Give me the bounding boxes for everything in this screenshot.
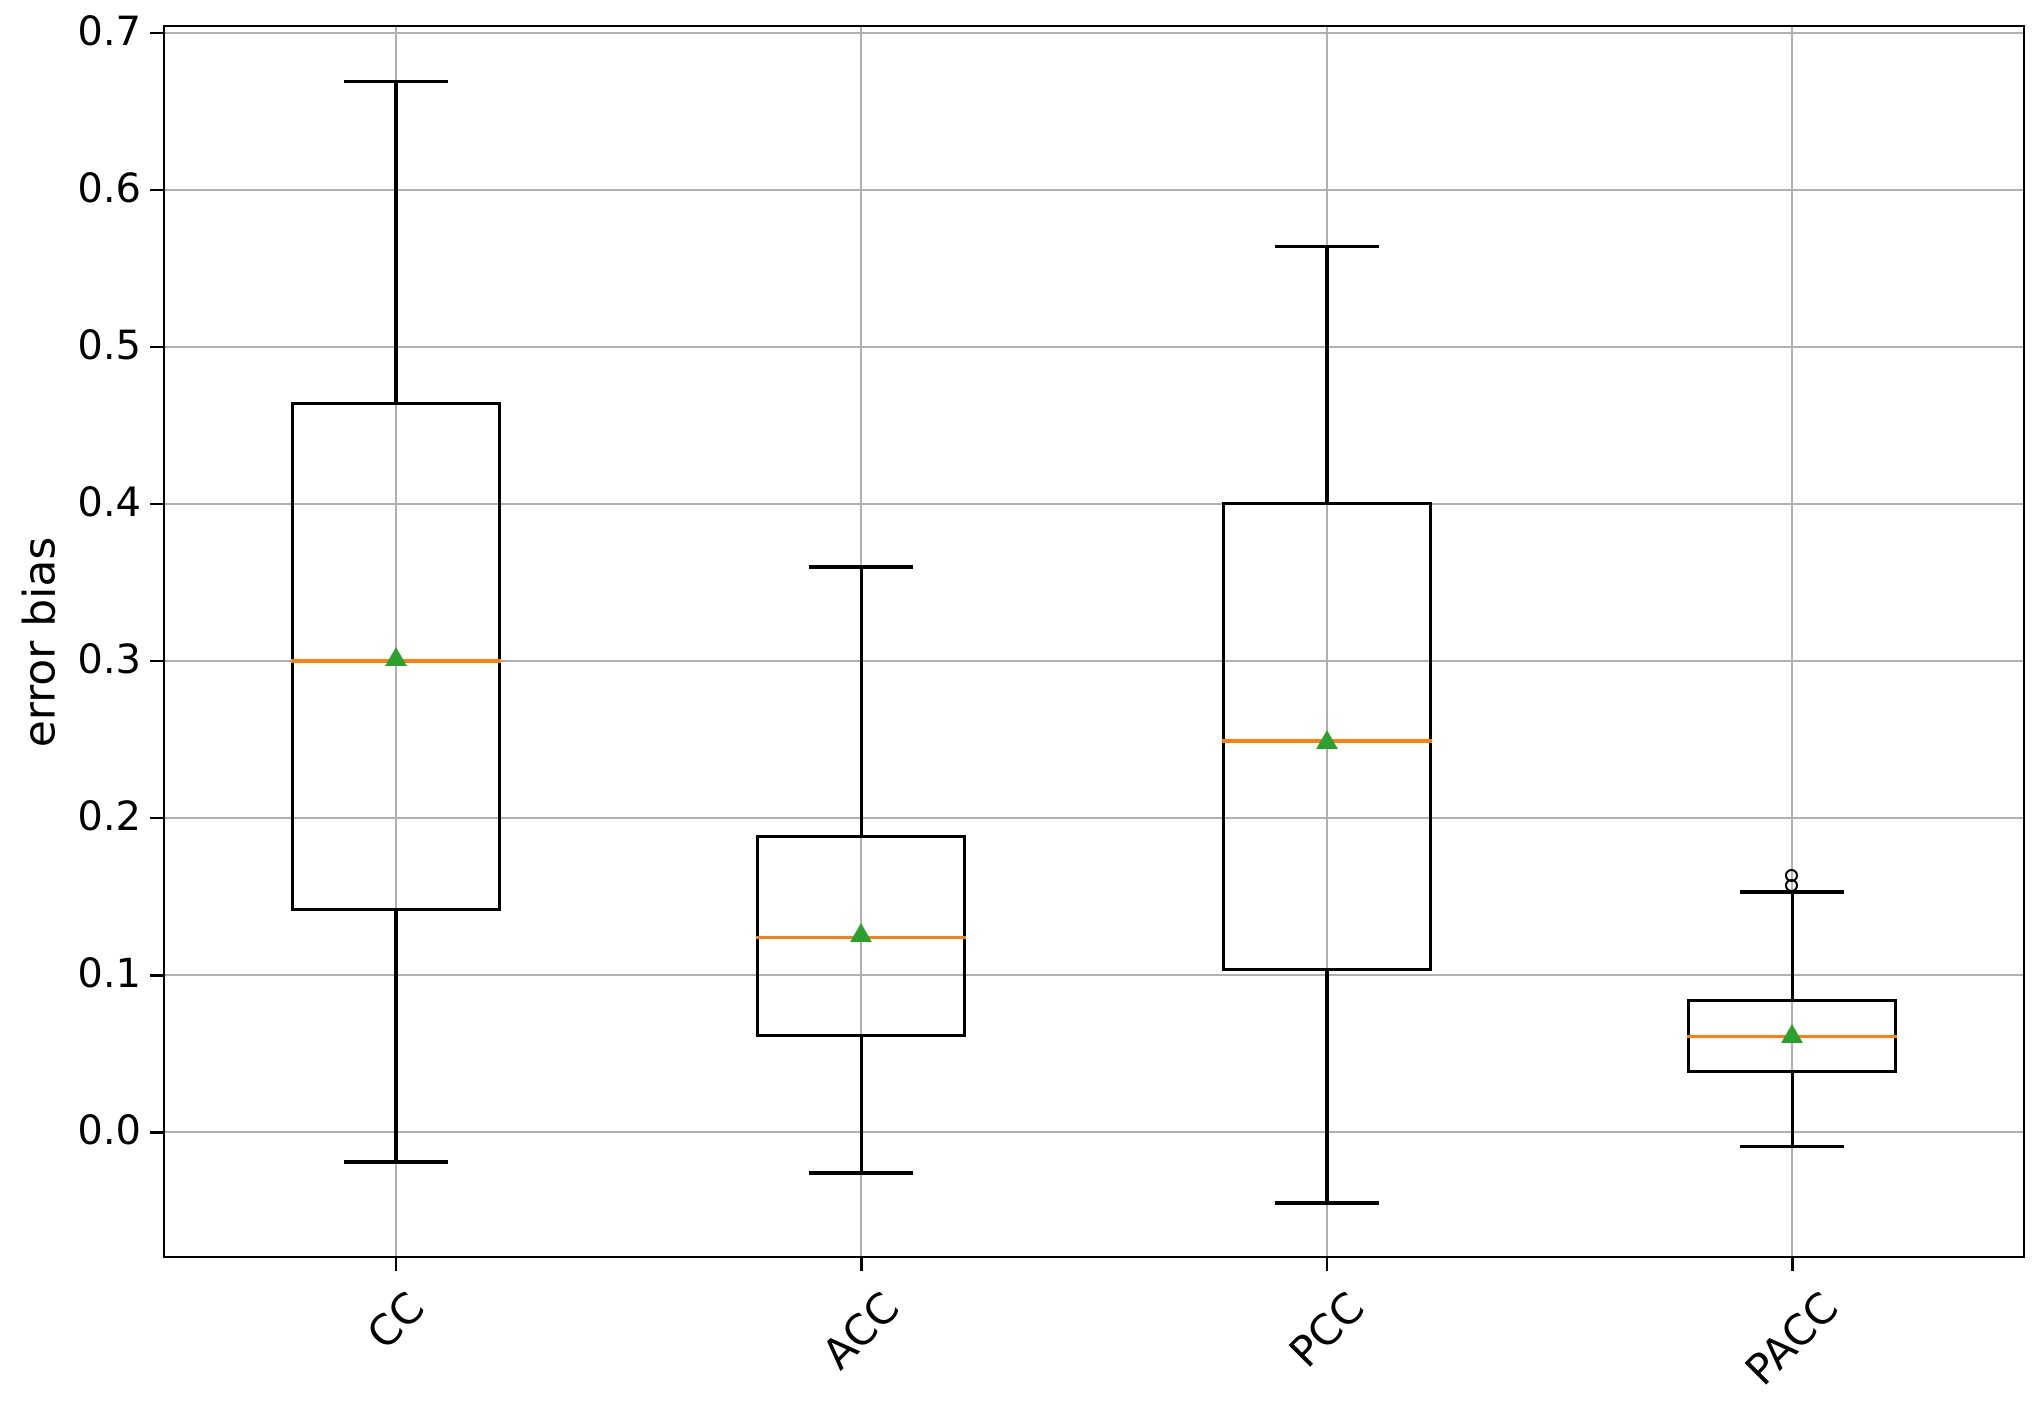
x-gridline [394, 25, 397, 1258]
y-gridline [163, 974, 2025, 977]
y-tick-label: 0.6 [77, 166, 141, 213]
lower-whisker-line [394, 910, 398, 1163]
upper-whisker-cap [343, 79, 448, 84]
x-tick-label: PACC [1735, 1282, 1848, 1395]
y-gridline [163, 660, 2025, 663]
mean-marker-triangle [850, 923, 873, 943]
lower-whisker-line [859, 1036, 863, 1174]
lower-whisker-cap [343, 1160, 448, 1164]
iqr-box [1221, 502, 1432, 971]
y-gridline [163, 345, 2025, 348]
x-gridline [1791, 25, 1794, 1258]
upper-whisker-cap [1740, 890, 1845, 894]
lower-whisker-cap [1740, 1144, 1845, 1149]
y-tick [150, 1131, 163, 1134]
upper-whisker-line [394, 81, 398, 402]
y-tick [150, 502, 163, 506]
x-tick [1791, 1258, 1794, 1271]
lower-whisker-line [1790, 1072, 1794, 1147]
y-tick [150, 816, 163, 820]
mean-marker-triangle [1781, 1023, 1804, 1043]
y-gridline [163, 188, 2025, 191]
upper-whisker-cap [1274, 244, 1379, 249]
upper-whisker-line [859, 566, 863, 836]
y-tick-label: 0.3 [77, 637, 141, 684]
y-gridline [163, 1131, 2025, 1134]
x-tick [394, 1258, 397, 1271]
y-gridline [163, 817, 2025, 820]
mean-marker-triangle [1315, 730, 1338, 750]
x-tick-label: PCC [1279, 1282, 1374, 1377]
iqr-box [290, 401, 501, 911]
y-tick [150, 659, 163, 663]
upper-whisker-cap [809, 565, 914, 569]
y-tick-label: 0.5 [77, 323, 141, 370]
plot-spines [163, 25, 2025, 1258]
y-tick-label: 0.7 [77, 9, 141, 56]
y-tick [150, 974, 163, 977]
lower-whisker-cap [1274, 1201, 1379, 1205]
x-tick-label: CC [357, 1282, 434, 1359]
y-tick-label: 0.2 [77, 794, 141, 841]
outlier-point [1785, 869, 1799, 883]
y-tick [150, 31, 163, 35]
lower-whisker-line [1325, 970, 1329, 1203]
x-tick-label: ACC [812, 1282, 909, 1379]
lower-whisker-cap [809, 1171, 914, 1175]
x-tick [860, 1258, 863, 1271]
x-gridline [1325, 25, 1328, 1258]
y-tick [150, 345, 163, 349]
upper-whisker-line [1325, 246, 1329, 503]
y-tick-label: 0.0 [77, 1108, 141, 1155]
upper-whisker-line [1790, 892, 1794, 999]
y-tick-label: 0.1 [77, 951, 141, 998]
y-gridline [163, 31, 2025, 34]
y-tick [150, 188, 163, 192]
y-gridline [163, 503, 2025, 506]
y-tick-label: 0.4 [77, 480, 141, 527]
x-tick [1325, 1258, 1328, 1271]
mean-marker-triangle [384, 646, 407, 666]
